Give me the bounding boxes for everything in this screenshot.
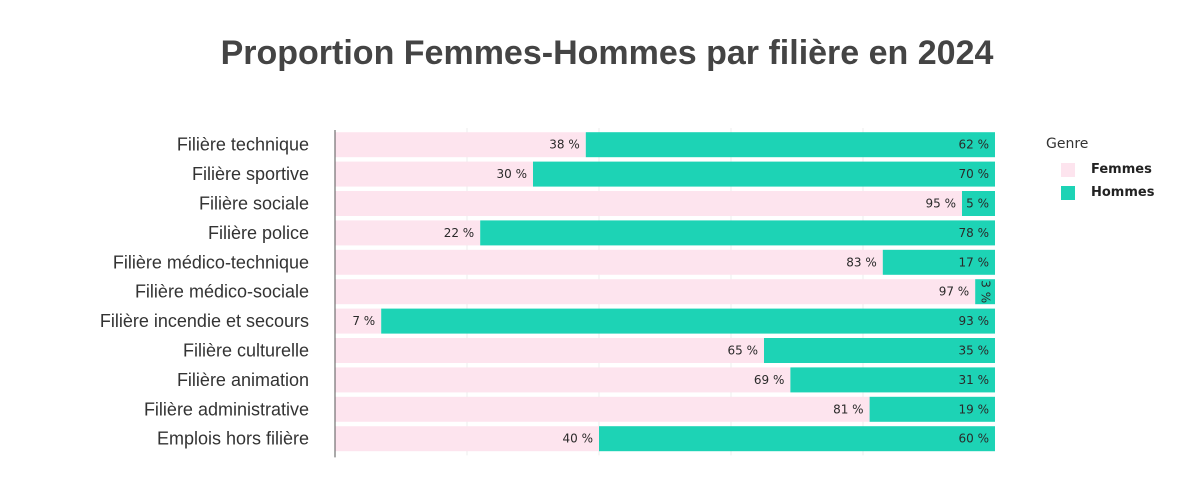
bar-hommes — [480, 220, 995, 246]
value-label-hommes: 78 % — [959, 226, 990, 240]
value-label-hommes: 17 % — [959, 255, 990, 269]
category-label: Filière médico-sociale — [135, 282, 309, 302]
category-label: Filière technique — [177, 135, 309, 155]
value-label-femmes: 22 % — [444, 226, 475, 240]
bar-femmes — [335, 338, 764, 363]
legend-item-femmes[interactable]: Femmes — [1046, 158, 1154, 181]
bar-femmes — [335, 191, 962, 216]
bar-femmes — [335, 161, 533, 187]
bar-hommes — [585, 132, 995, 158]
chart-title: Proportion Femmes-Hommes par filière en … — [220, 34, 994, 72]
bar-femmes — [335, 367, 791, 393]
bar-femmes — [335, 220, 481, 246]
category-label: Filière police — [208, 223, 309, 243]
legend-label-hommes: Hommes — [1091, 185, 1155, 200]
bar-femmes — [335, 249, 883, 275]
legend-label-femmes: Femmes — [1091, 162, 1152, 177]
legend-item-hommes[interactable]: Hommes — [1046, 181, 1154, 204]
bar-hommes — [869, 396, 995, 422]
value-label-femmes: 65 % — [728, 344, 759, 358]
value-label-femmes: 40 % — [563, 432, 594, 446]
bar-hommes — [764, 338, 995, 363]
value-label-femmes: 97 % — [939, 285, 970, 299]
bar-femmes — [335, 279, 976, 305]
value-label-femmes: 7 % — [352, 314, 375, 328]
value-label-femmes: 30 % — [497, 167, 528, 181]
bar-hommes — [975, 279, 995, 305]
bar-femmes — [335, 132, 586, 158]
category-label: Filière culturelle — [183, 341, 309, 361]
legend-title: Genre — [1046, 136, 1089, 152]
value-label-hommes: 35 % — [959, 344, 990, 358]
category-label: Filière sociale — [199, 194, 309, 214]
bar-hommes — [882, 249, 995, 275]
bar-hommes — [599, 426, 995, 452]
category-label: Filière sportive — [192, 164, 309, 184]
value-label-hommes: 70 % — [959, 167, 990, 181]
bar-hommes — [533, 161, 995, 187]
value-label-hommes: 5 % — [966, 197, 989, 211]
value-label-hommes: 93 % — [959, 314, 990, 328]
legend: Genre Femmes Hommes — [1046, 136, 1154, 204]
bar-femmes — [335, 426, 599, 452]
bar-hommes — [962, 191, 995, 216]
bar-femmes — [335, 396, 870, 422]
legend-swatch-femmes — [1061, 162, 1075, 177]
value-label-femmes: 38 % — [549, 138, 580, 152]
value-label-femmes: 95 % — [926, 197, 957, 211]
value-label-femmes: 69 % — [754, 373, 785, 387]
legend-swatch-hommes — [1061, 185, 1075, 200]
category-label: Filière administrative — [144, 399, 309, 419]
bar-femmes — [335, 308, 382, 334]
value-label-femmes: 83 % — [846, 255, 877, 269]
category-label: Filière incendie et secours — [100, 311, 309, 331]
category-label: Emplois hors filière — [157, 429, 309, 449]
value-label-hommes: 19 % — [959, 402, 990, 416]
value-label-hommes: 60 % — [959, 432, 990, 446]
value-label-hommes: 62 % — [959, 138, 990, 152]
value-label-hommes: 31 % — [959, 373, 990, 387]
bar-hommes — [381, 308, 995, 334]
category-label: Filière animation — [177, 370, 309, 390]
category-label: Filière médico-technique — [113, 252, 309, 272]
bar-hommes — [790, 367, 995, 393]
value-label-hommes: 3 % — [979, 280, 993, 303]
value-label-femmes: 81 % — [833, 402, 864, 416]
